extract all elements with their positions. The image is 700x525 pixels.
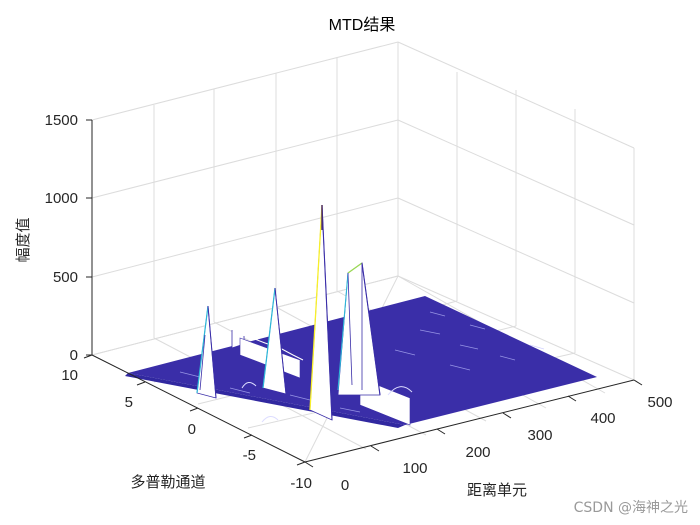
peak-4 bbox=[337, 262, 381, 396]
svg-text:5: 5 bbox=[125, 394, 133, 411]
peak-1 bbox=[196, 305, 217, 399]
svg-text:0: 0 bbox=[188, 421, 196, 438]
x-axis-line bbox=[304, 379, 635, 463]
svg-text:1000: 1000 bbox=[45, 190, 78, 207]
x-tick-labels: 0 100 200 300 400 500 bbox=[341, 394, 673, 494]
watermark: CSDN @海神之光 bbox=[574, 500, 688, 516]
svg-text:300: 300 bbox=[527, 427, 552, 444]
z-axis-label: 幅度值 bbox=[14, 217, 32, 262]
svg-text:10: 10 bbox=[61, 367, 78, 384]
svg-text:1500: 1500 bbox=[45, 112, 78, 129]
svg-text:0: 0 bbox=[341, 477, 349, 494]
svg-text:400: 400 bbox=[590, 410, 615, 427]
svg-text:100: 100 bbox=[402, 460, 427, 477]
chart-title: MTD结果 bbox=[329, 16, 396, 34]
y-tick-labels: 10 5 0 -5 -10 bbox=[61, 367, 312, 492]
y-axis-line bbox=[91, 354, 306, 463]
peak-3 bbox=[309, 204, 333, 421]
x-axis-label: 距离单元 bbox=[467, 481, 527, 499]
axes bbox=[83, 119, 643, 468]
svg-text:500: 500 bbox=[53, 269, 78, 286]
surface-plot bbox=[125, 204, 597, 428]
svg-text:-10: -10 bbox=[290, 475, 312, 492]
svg-text:0: 0 bbox=[70, 347, 78, 364]
svg-text:500: 500 bbox=[647, 394, 672, 411]
y-axis-label: 多普勒通道 bbox=[130, 473, 205, 491]
svg-text:200: 200 bbox=[465, 444, 490, 461]
peak-2 bbox=[262, 287, 287, 395]
svg-text:-5: -5 bbox=[243, 447, 256, 464]
z-tick-labels: 1500 1000 500 0 bbox=[45, 112, 78, 364]
